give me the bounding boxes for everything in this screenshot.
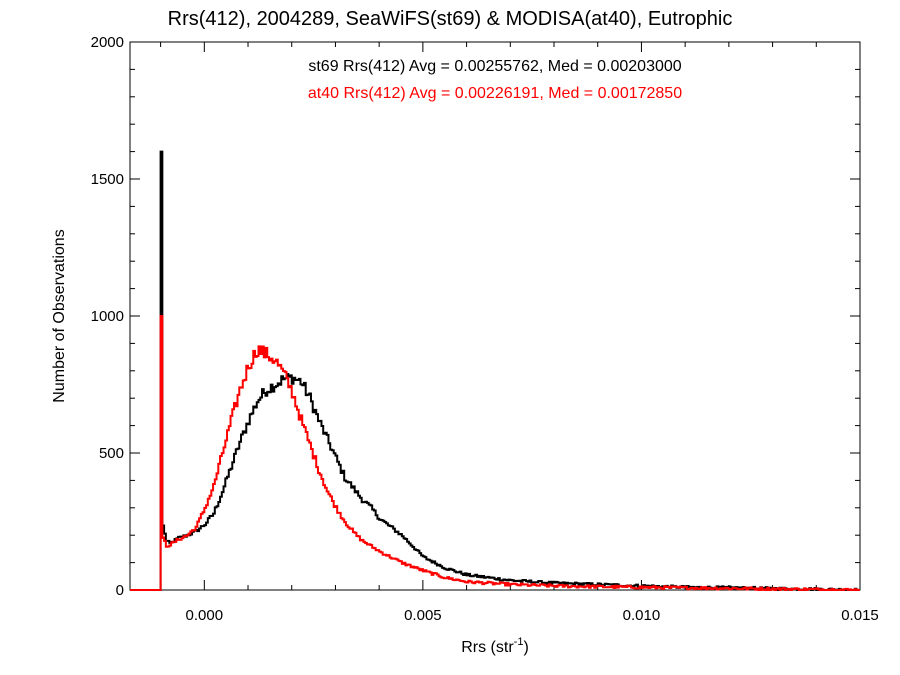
plot-frame	[129, 41, 861, 591]
stat-line-at40: at40 Rrs(412) Avg = 0.00226191, Med = 0.…	[308, 85, 682, 102]
x-axis-label-end: )	[523, 639, 528, 656]
stat-line-st69: st69 Rrs(412) Avg = 0.00255762, Med = 0.…	[308, 58, 681, 75]
series-st69	[130, 150, 860, 591]
axis-ticks: 0.000 0.005 0.010 0.015 0 500 1000 1500 2000	[91, 34, 879, 624]
x-tick-label: 0.010	[623, 607, 661, 624]
x-axis-label: Rrs (str-1)	[461, 636, 529, 656]
x-tick-label: 0.015	[841, 607, 879, 624]
y-tick-label: 1500	[91, 171, 124, 188]
y-tick-label: 2000	[91, 34, 124, 51]
chart-title: Rrs(412), 2004289, SeaWiFS(st69) & MODIS…	[167, 8, 733, 30]
y-tick-label: 500	[99, 445, 124, 462]
x-tick-label: 0.005	[404, 607, 442, 624]
x-axis-label-sup: -1	[514, 636, 524, 648]
x-axis-label-text: Rrs (str	[461, 639, 514, 656]
y-tick-label: 0	[116, 582, 124, 599]
x-tick-label: 0.000	[186, 607, 224, 624]
series-group	[130, 150, 860, 591]
series-at40	[130, 315, 860, 591]
y-tick-label: 1000	[91, 308, 124, 325]
y-axis-label: Number of Observations	[51, 229, 68, 402]
